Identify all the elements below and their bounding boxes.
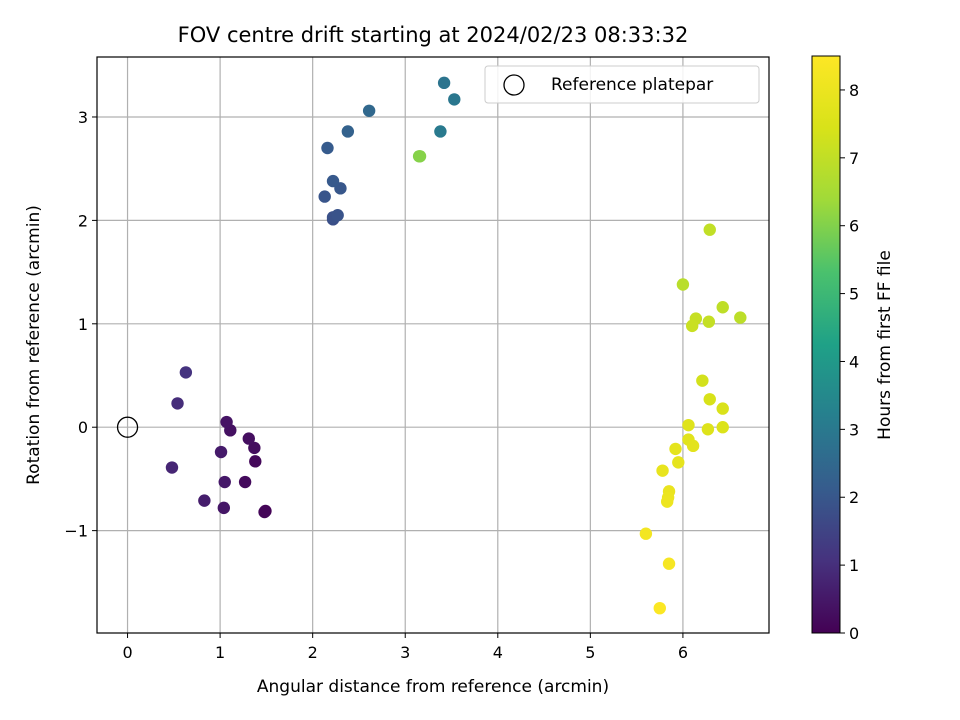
colorbar-tick-label: 3: [849, 420, 859, 439]
data-point: [248, 441, 261, 455]
data-point: [258, 505, 271, 519]
data-point: [326, 174, 340, 188]
legend-reference-marker: [503, 74, 525, 96]
legend-entry-reference-platepar: Reference platepar: [551, 75, 713, 95]
data-point: [682, 418, 695, 432]
data-point: [220, 415, 233, 429]
data-point: [318, 190, 331, 203]
data-point: [437, 76, 451, 90]
data-point: [238, 475, 252, 489]
data-point: [703, 223, 716, 236]
colorbar-label: Hours from first FF file: [875, 250, 895, 440]
data-point: [362, 104, 376, 117]
data-point: [702, 315, 716, 328]
y-axis-label: Rotation from reference (arcmin): [24, 205, 44, 485]
grid: [97, 57, 769, 633]
y-axis-ticks: −1 0 1 2 3: [64, 108, 97, 541]
data-point: [696, 374, 709, 387]
x-tick-label: 2: [308, 643, 318, 662]
data-point: [639, 527, 653, 540]
y-tick-label: 2: [78, 211, 88, 230]
x-tick-label: 0: [122, 643, 132, 662]
legend-box: [484, 65, 760, 104]
legend: Reference platepar: [484, 65, 760, 104]
colorbar-tick-label: 0: [849, 624, 859, 643]
x-tick-label: 1: [215, 643, 225, 662]
scatter-points: [165, 76, 747, 615]
colorbar: 0 1 2 3 4 5 6 7 8 Hours from first FF file: [811, 55, 895, 643]
data-point: [171, 397, 184, 410]
data-point: [165, 461, 179, 474]
data-point: [703, 393, 716, 406]
data-point: [249, 455, 262, 468]
x-tick-label: 5: [585, 643, 595, 662]
data-point: [448, 93, 461, 106]
data-point: [672, 456, 685, 469]
data-point: [685, 319, 699, 333]
colorbar-tick-label: 7: [849, 149, 859, 168]
data-point: [656, 464, 669, 477]
colorbar-tick-label: 4: [849, 352, 859, 371]
x-tick-label: 4: [493, 643, 503, 662]
colorbar-tick-label: 1: [849, 556, 859, 575]
colorbar-gradient: [811, 55, 841, 634]
data-point: [331, 209, 344, 222]
data-point: [217, 501, 231, 515]
x-tick-label: 6: [678, 643, 688, 662]
data-point: [660, 495, 674, 508]
data-point: [218, 475, 231, 489]
chart-title: FOV centre drift starting at 2024/02/23 …: [178, 23, 689, 47]
data-point: [662, 557, 676, 570]
data-point: [413, 150, 427, 163]
colorbar-tick-label: 5: [849, 285, 859, 304]
data-point: [676, 278, 690, 291]
reference-marker: [116, 416, 139, 438]
colorbar-tick-label: 8: [849, 81, 859, 100]
colorbar-tick-label: 2: [849, 488, 859, 507]
data-point: [179, 366, 193, 379]
data-point: [716, 402, 729, 415]
x-axis-label: Angular distance from reference (arcmin): [257, 677, 609, 697]
data-point: [653, 601, 666, 615]
y-tick-label: 0: [78, 418, 88, 437]
data-point: [734, 311, 747, 324]
x-axis-ticks: 0 1 2 3 4 5 6: [122, 633, 688, 662]
data-point: [701, 423, 715, 436]
colorbar-tick-label: 6: [849, 217, 859, 236]
data-point: [321, 141, 334, 155]
y-tick-label: 1: [78, 315, 88, 334]
data-point: [242, 432, 256, 445]
data-point: [716, 421, 729, 434]
data-point: [669, 442, 682, 456]
data-point: [434, 125, 447, 138]
data-point: [686, 439, 700, 453]
data-point: [198, 494, 211, 507]
data-point: [214, 445, 228, 459]
data-point: [716, 301, 729, 314]
x-tick-label: 3: [400, 643, 410, 662]
y-tick-label: 3: [78, 108, 88, 127]
reference-point: [116, 416, 139, 438]
data-point: [341, 125, 355, 138]
y-tick-label: −1: [64, 522, 88, 541]
plot-frame: [96, 56, 770, 634]
colorbar-ticks: 0 1 2 3 4 5 6 7 8: [840, 81, 859, 643]
